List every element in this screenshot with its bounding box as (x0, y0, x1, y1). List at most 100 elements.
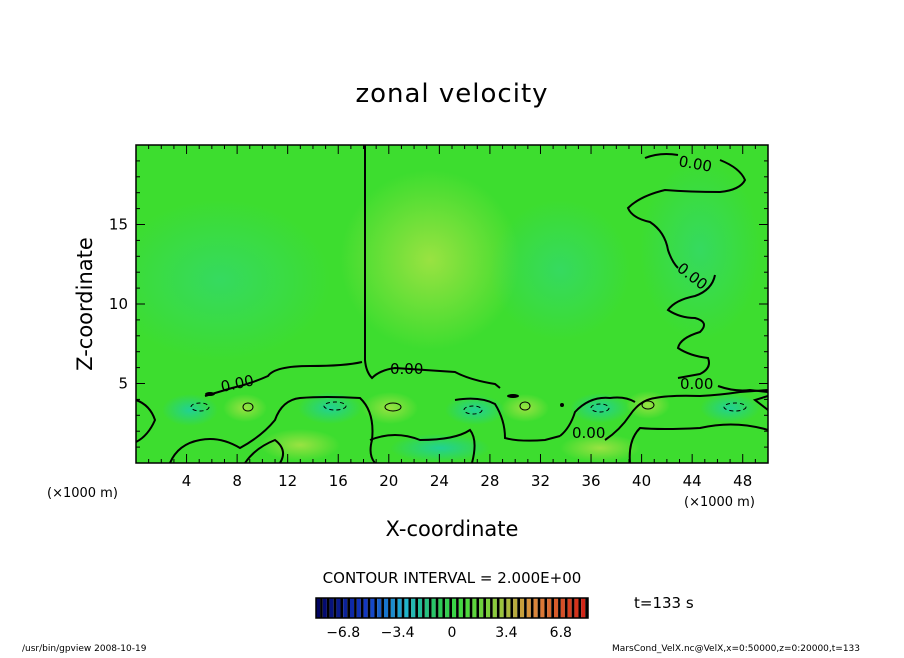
x-tick-label: 36 (581, 472, 600, 490)
contour-line (590, 403, 610, 413)
field-shade (136, 200, 330, 360)
y-tick-label: 5 (118, 375, 128, 393)
colorbar-gap (544, 598, 548, 618)
x-tick-label: 44 (683, 472, 702, 490)
colorbar-gap (367, 598, 371, 618)
time-label: t=133 s (634, 594, 694, 612)
contour-line (723, 402, 747, 412)
contour-interval: CONTOUR INTERVAL = 2.000E+00 (323, 569, 582, 587)
colorbar-swatch (533, 598, 538, 618)
negative-contours (190, 401, 747, 415)
colorbar-swatch (472, 598, 477, 618)
y-tick-label: 10 (109, 295, 128, 313)
colorbar-tick-label: −6.8 (326, 625, 360, 641)
contour-blob (560, 403, 564, 407)
x-tick-label: 40 (632, 472, 651, 490)
colorbar-gap (558, 598, 561, 618)
colorbar-swatch (465, 598, 470, 618)
colorbar-gap (564, 598, 568, 618)
field-cell (570, 393, 630, 423)
colorbar-swatch (431, 598, 436, 618)
colorbar-gap (537, 598, 541, 618)
colorbar-gap (469, 598, 473, 618)
contour-line (136, 399, 157, 443)
x-axis-ticks: 4 8 12 16 20 24 28 32 36 40 44 48 (148, 145, 756, 490)
colorbar-swatch (567, 598, 572, 618)
colorbar-swatch (424, 598, 429, 618)
colorbar-swatch (554, 598, 559, 618)
colorbar-swatch (404, 598, 409, 618)
contour-line (463, 405, 483, 415)
colorbar-swatch (486, 598, 491, 618)
colorbar-gap (462, 598, 466, 618)
x-tick-label: 16 (329, 472, 348, 490)
y-axis-title: Z-coordinate (73, 237, 97, 371)
colorbar-swatch (322, 598, 327, 618)
colorbar-swatch (540, 598, 545, 618)
y-axis-ticks: 5 10 15 (109, 160, 768, 448)
colorbar-gap (490, 598, 493, 618)
colorbar-swatch (418, 598, 423, 618)
colorbar-gap (435, 598, 439, 618)
colorbar-gap (456, 598, 459, 618)
field-shade (340, 170, 520, 350)
colorbar-swatch (479, 598, 484, 618)
colorbar-swatch (356, 598, 361, 618)
contour-line (369, 428, 476, 463)
colorbar-gap (496, 598, 500, 618)
colorbar-gap (551, 598, 554, 618)
contour-line (190, 402, 210, 412)
colorbar-gap (374, 598, 378, 618)
colorbar-gap (401, 598, 405, 618)
colorbar-swatch (336, 598, 341, 618)
contour-line (364, 145, 501, 389)
colorbar-ticks: −6.8 −3.4 0 3.4 6.8 (326, 625, 572, 641)
plot-area: 0.00 0.00 0.00 0.00 0.00 0.00 (136, 145, 768, 463)
colorbar-gap (530, 598, 534, 618)
x-tick-label: 12 (278, 472, 297, 490)
colorbar-swatch (363, 598, 368, 618)
colorbar-gap (510, 598, 514, 618)
contour-line (244, 438, 285, 463)
field-shade (490, 200, 630, 340)
colorbar-swatch (350, 598, 355, 618)
field-cell (390, 434, 490, 462)
colorbar-gap (415, 598, 418, 618)
colorbar-swatch (499, 598, 504, 618)
colorbar-swatch (458, 598, 463, 618)
colorbar-gap (428, 598, 432, 618)
colorbar-gap (408, 598, 412, 618)
colorbar-gap (442, 598, 446, 618)
colorbar-swatch (370, 598, 375, 618)
contour-line (384, 402, 402, 412)
colorbar-swatch (560, 598, 565, 618)
x-tick-label: 20 (379, 472, 398, 490)
contour-line (454, 397, 561, 442)
contour-blob (507, 394, 519, 398)
contour-label: 0.00 (680, 375, 713, 393)
colorbar-tick-label: 3.4 (495, 625, 517, 641)
y-tick-label: 15 (109, 216, 128, 234)
contour-line (626, 153, 768, 393)
colorbar-swatch (390, 598, 395, 618)
colorbar-gap (422, 598, 425, 618)
colorbar-swatch (397, 598, 402, 618)
x-tick-label: 24 (430, 472, 449, 490)
colorbar-swatch (384, 598, 389, 618)
colorbar-gap (347, 598, 350, 618)
field-shade (640, 160, 760, 340)
colorbar-gap (483, 598, 486, 618)
contour-label: 0.00 (677, 152, 713, 176)
contour-line (752, 395, 768, 411)
colorbar-swatch (411, 598, 416, 618)
field-cell (362, 392, 418, 424)
field-cell (560, 434, 640, 462)
colorbar-swatch (506, 598, 511, 618)
colorbar-tick-label: −3.4 (381, 625, 415, 641)
colorbar-swatch (547, 598, 552, 618)
colorbar-gap (394, 598, 398, 618)
x-tick-label: 32 (531, 472, 550, 490)
colorbar-gap (524, 598, 527, 618)
x-axis-unit-left: (×1000 m) (47, 486, 118, 501)
